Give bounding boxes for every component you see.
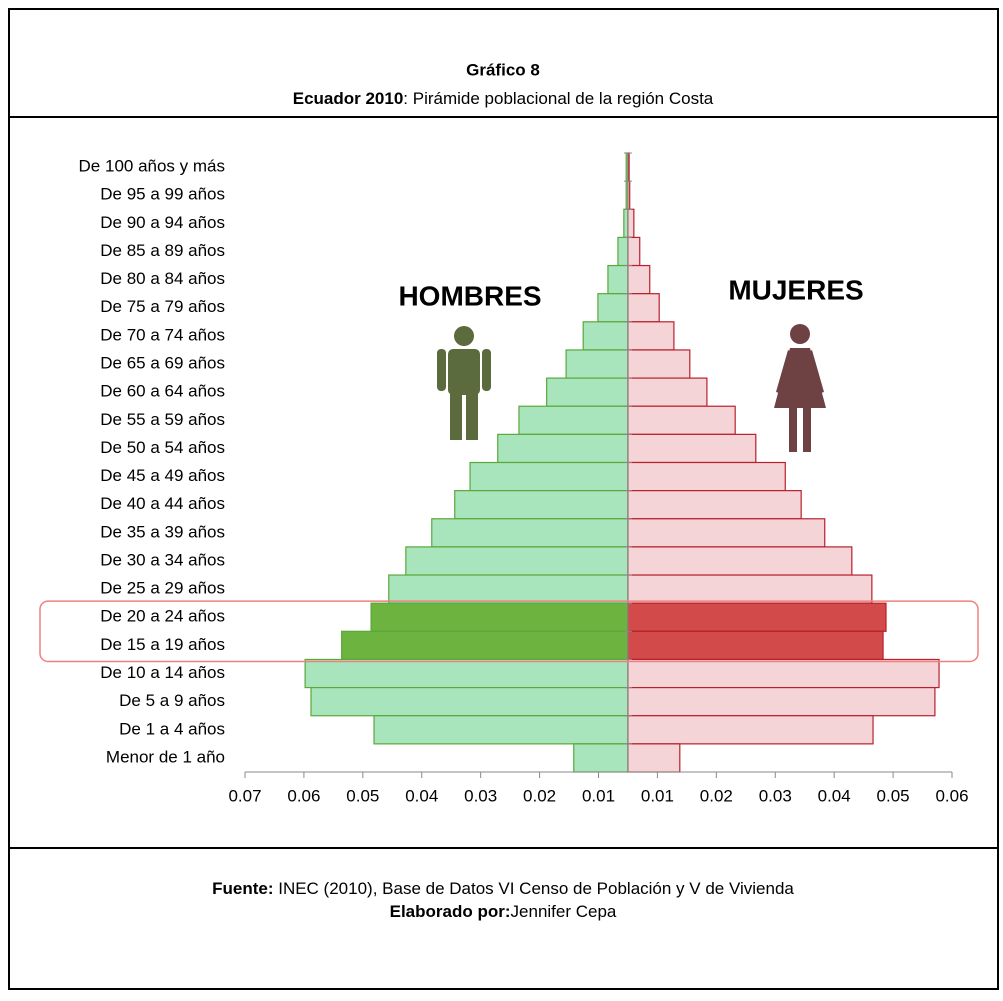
man-icon xyxy=(437,326,491,440)
bar xyxy=(627,518,826,548)
bar xyxy=(627,377,708,407)
bar xyxy=(627,686,936,717)
source-label: Fuente: xyxy=(212,879,273,898)
bar xyxy=(454,490,629,520)
bar xyxy=(627,658,940,689)
frame xyxy=(8,8,999,990)
bar xyxy=(627,461,786,492)
bar xyxy=(469,461,629,492)
bar xyxy=(627,349,691,379)
bar xyxy=(304,658,629,689)
y-tick-label: De 30 a 34 años xyxy=(100,550,225,569)
x-tick-label: 0.01 xyxy=(641,786,674,805)
y-tick-label: De 5 a 9 años xyxy=(119,691,225,710)
subtitle-bold: Ecuador 2010 xyxy=(293,89,404,108)
bar xyxy=(627,743,681,773)
bar xyxy=(627,208,635,239)
bar xyxy=(341,630,629,661)
y-tick-label: De 45 a 49 años xyxy=(100,466,225,485)
bar xyxy=(607,264,629,295)
y-tick-label: De 50 a 54 años xyxy=(100,438,225,457)
bar xyxy=(627,405,736,435)
x-tick-label: 0.04 xyxy=(818,786,851,805)
y-tick-label: De 15 a 19 años xyxy=(100,635,225,654)
x-tick-label: 0.05 xyxy=(346,786,379,805)
woman-icon xyxy=(774,324,826,452)
source-text: INEC (2010), Base de Datos VI Censo de P… xyxy=(274,879,795,898)
x-tick-label: 0.03 xyxy=(759,786,792,805)
x-tick-label: 0.01 xyxy=(582,786,615,805)
y-tick-label: De 35 a 39 años xyxy=(100,522,225,541)
x-tick-label: 0.06 xyxy=(935,786,968,805)
y-tick-label: De 85 a 89 años xyxy=(100,241,225,260)
bar xyxy=(497,433,629,464)
bar xyxy=(627,293,660,323)
x-tick-label: 0.04 xyxy=(405,786,438,805)
y-tick-label: De 65 a 69 años xyxy=(100,354,225,373)
source: Fuente: INEC (2010), Base de Datos VI Ce… xyxy=(212,879,794,898)
bar xyxy=(597,293,629,323)
bar xyxy=(431,518,629,548)
bar xyxy=(565,349,629,379)
bar xyxy=(573,743,629,773)
bar xyxy=(310,686,629,717)
bar xyxy=(627,630,884,661)
bar xyxy=(627,321,675,351)
y-tick-label: De 90 a 94 años xyxy=(100,213,225,232)
bar xyxy=(388,574,629,604)
x-tick-label: 0.02 xyxy=(700,786,733,805)
subtitle: : Pirámide poblacional de la región Cost… xyxy=(403,89,714,108)
x-tick-label: 0.02 xyxy=(523,786,556,805)
bar xyxy=(405,546,629,576)
x-tick-label: 0.05 xyxy=(877,786,910,805)
y-tick-label: De 60 a 64 años xyxy=(100,382,225,401)
y-tick-label: De 75 a 79 años xyxy=(100,297,225,316)
bar xyxy=(627,602,887,632)
y-tick-label: Menor de 1 año xyxy=(106,747,225,766)
bar xyxy=(627,490,802,520)
bar xyxy=(582,321,629,351)
bar xyxy=(617,236,629,267)
y-tick-label: De 25 a 29 años xyxy=(100,579,225,598)
bar xyxy=(627,574,873,604)
x-tick-label: 0.03 xyxy=(464,786,497,805)
author-text: Jennifer Cepa xyxy=(511,902,617,921)
author: Elaborado por:Jennifer Cepa xyxy=(390,902,617,921)
bar xyxy=(627,546,853,576)
legend-label: HOMBRES xyxy=(398,280,541,311)
y-tick-label: De 70 a 74 años xyxy=(100,325,225,344)
y-tick-label: De 1 a 4 años xyxy=(119,719,225,738)
y-tick-label: De 100 años y más xyxy=(79,157,225,176)
bar xyxy=(370,602,629,632)
y-tick-label: De 40 a 44 años xyxy=(100,494,225,513)
bar xyxy=(627,433,757,464)
bar xyxy=(627,236,641,267)
legend-label: MUJERES xyxy=(728,274,863,305)
bar xyxy=(373,715,629,745)
x-tick-label: 0.07 xyxy=(228,786,261,805)
bar xyxy=(627,715,874,745)
bar xyxy=(546,377,629,407)
author-label: Elaborado por: xyxy=(390,902,511,921)
bar xyxy=(623,208,629,239)
y-tick-label: De 55 a 59 años xyxy=(100,410,225,429)
x-tick-label: 0.06 xyxy=(287,786,320,805)
bar xyxy=(518,405,629,435)
chart-subtitle: Ecuador 2010: Pirámide poblacional de la… xyxy=(293,89,714,108)
y-tick-label: De 20 a 24 años xyxy=(100,607,225,626)
chart-title: Gráfico 8 xyxy=(466,60,540,79)
highlight-box xyxy=(39,600,979,663)
y-tick-label: De 95 a 99 años xyxy=(100,185,225,204)
y-tick-label: De 80 a 84 años xyxy=(100,269,225,288)
bar xyxy=(627,264,651,295)
y-tick-label: De 10 a 14 años xyxy=(100,663,225,682)
